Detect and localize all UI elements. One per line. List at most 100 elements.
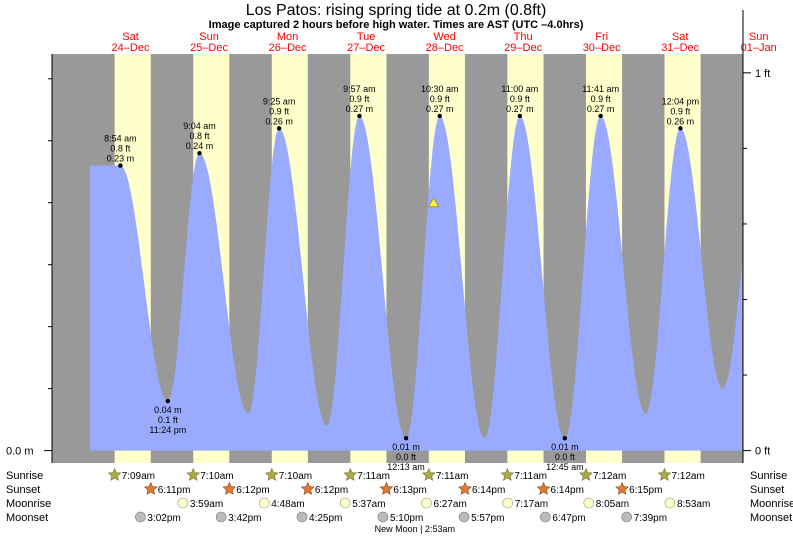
moonset-time: 5:57pm: [471, 513, 504, 524]
sunrise-time: 7:12am: [593, 471, 626, 482]
extreme-point: [197, 150, 202, 156]
low-tide-feet: 0.0 ft: [396, 452, 417, 462]
high-tide-feet: 0.9 ft: [269, 106, 290, 116]
moon-phase-label: New Moon | 2:53am: [375, 524, 455, 534]
moonrise-icon: [664, 497, 676, 509]
high-tide-time: 9:04 am: [183, 121, 216, 131]
extreme-point: [437, 113, 442, 119]
day-label-dow: Sun: [199, 31, 219, 43]
high-tide-meters: 0.27 m: [426, 104, 454, 114]
high-tide-time: 8:54 am: [104, 134, 137, 144]
sunset-star-icon: [615, 481, 630, 495]
moonrise-time: 3:59am: [190, 499, 223, 510]
sunset-row-label-right: Sunset: [750, 484, 784, 496]
day-label-date: 28–Dec: [426, 42, 464, 54]
sunrise-row-label-right: Sunrise: [750, 470, 787, 482]
moonrise-time: 5:37am: [352, 499, 385, 510]
moonrise-row-label-left: Moonrise: [6, 498, 51, 510]
moonset-time: 4:25pm: [309, 513, 342, 524]
low-tide-meters: 0.04 m: [154, 405, 182, 415]
moonset-icon: [377, 511, 389, 523]
low-tide-time: 12:45 am: [546, 462, 584, 472]
chart-title: Los Patos: rising spring tide at 0.2m (0…: [246, 2, 547, 19]
sunset-time: 6:11pm: [158, 485, 191, 496]
extreme-point: [276, 126, 282, 131]
day-label-dow: Tue: [357, 31, 376, 43]
extreme-point: [678, 126, 683, 131]
moonset-row-label-right: Moonset: [750, 512, 792, 524]
sunrise-star-icon: [264, 467, 279, 481]
high-tide-feet: 0.9 ft: [349, 94, 370, 104]
high-tide-feet: 0.8 ft: [110, 144, 131, 154]
day-label-date: 27–Dec: [347, 42, 385, 54]
sunrise-star-icon: [579, 467, 593, 481]
high-tide-feet: 0.8 ft: [189, 131, 210, 141]
chart-subtitle: Image captured 2 hours before high water…: [209, 19, 584, 31]
high-tide-meters: 0.24 m: [186, 141, 214, 151]
high-tide-feet: 0.9 ft: [670, 106, 691, 116]
current-tide-marker: [428, 197, 440, 208]
day-label-date: 30–Dec: [583, 42, 621, 54]
moonrise-time: 8:05am: [596, 499, 629, 510]
high-tide-meters: 0.27 m: [587, 104, 615, 114]
extreme-point: [118, 163, 123, 168]
sunset-star-icon: [300, 481, 315, 495]
tide-curve: [89, 116, 743, 451]
extreme-point: [357, 113, 362, 119]
axes: 0.0 m 0 ft 1 ft: [6, 10, 770, 463]
sunrise-time: 7:12am: [671, 471, 704, 482]
sunset-star-icon: [143, 481, 158, 495]
moonrise-time: 7:17am: [515, 499, 548, 510]
high-tide-time: 9:25 am: [263, 96, 296, 106]
high-tide-meters: 0.23 m: [107, 154, 135, 164]
sunrise-star-icon: [657, 467, 672, 481]
low-tide-meters: 0.01 m: [392, 442, 420, 452]
left-axis-label: 0.0 m: [6, 446, 34, 458]
moonset-time: 5:10pm: [390, 513, 423, 524]
moonrise-icon: [583, 497, 595, 509]
moonset-time: 7:39pm: [634, 513, 667, 524]
moonset-icon: [296, 511, 308, 523]
sunset-time: 6:14pm: [472, 485, 505, 496]
sunrise-row-label-left: Sunrise: [6, 470, 43, 482]
extreme-point: [403, 436, 409, 441]
day-label-date: 29–Dec: [504, 42, 542, 54]
day-label-date: 26–Dec: [269, 42, 307, 54]
extreme-point: [517, 113, 523, 119]
sunrise-time: 7:10am: [279, 471, 312, 482]
day-labels: Sat24–DecSun25–DecMon26–DecTue27–DecWed2…: [112, 31, 777, 54]
high-tide-time: 9:57 am: [343, 84, 376, 94]
moonrise-time: 4:48am: [271, 499, 304, 510]
sunrise-star-icon: [343, 467, 358, 481]
moonrise-icon: [339, 497, 351, 509]
high-tide-feet: 0.9 ft: [510, 94, 531, 104]
moonrise-icon: [177, 497, 189, 509]
moonset-icon: [135, 511, 146, 523]
day-label-dow: Fri: [595, 31, 608, 43]
day-label-dow: Sat: [122, 31, 139, 43]
low-tide-meters: 0.01 m: [551, 442, 579, 452]
high-tide-meters: 0.26 m: [667, 116, 695, 126]
sunrise-star-icon: [186, 467, 201, 481]
sunset-star-icon: [222, 481, 237, 495]
day-label-date: 25–Dec: [190, 42, 228, 54]
extreme-point: [165, 398, 171, 404]
high-tide-meters: 0.27 m: [506, 104, 534, 114]
sunset-star-icon: [458, 481, 472, 495]
day-label-dow: Sun: [749, 31, 769, 43]
day-label-date: 01–Jan: [741, 42, 777, 54]
moonset-icon: [621, 511, 633, 523]
day-label-dow: Sat: [672, 31, 689, 43]
sunrise-time: 7:10am: [200, 471, 233, 482]
sunrise-star-icon: [500, 467, 515, 481]
sunrise-star-icon: [107, 467, 122, 481]
high-tide-feet: 0.9 ft: [430, 94, 451, 104]
day-label-date: 31–Dec: [661, 42, 699, 54]
day-label-dow: Mon: [277, 31, 298, 43]
high-tide-time: 10:30 am: [421, 84, 459, 94]
moonrise-icon: [421, 497, 432, 509]
right-axis-label: 1 ft: [755, 68, 770, 80]
